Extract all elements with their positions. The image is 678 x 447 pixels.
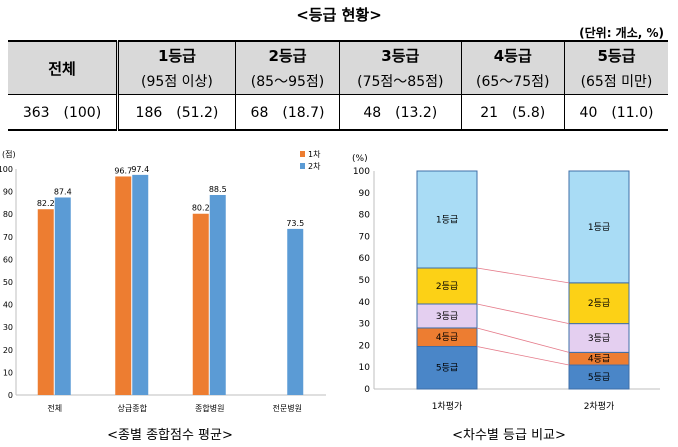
data-label: 73.5 <box>286 219 304 228</box>
segment-3등급 <box>568 323 630 353</box>
segment-label: 1등급 <box>588 222 610 233</box>
grade-range-2: (85～95점) <box>234 68 340 95</box>
page-title: <등급 현황> <box>296 6 382 24</box>
grade-name-1: 1등급 <box>116 40 236 68</box>
unit-note: (단위: 개소, %) <box>579 26 664 40</box>
y-tick-label: 10 <box>3 368 13 377</box>
segment-label: 2등급 <box>436 281 458 292</box>
data-label: 96.7 <box>114 166 132 175</box>
bar-1차 <box>192 213 209 395</box>
grade-value-1: 186 (51.2) <box>116 94 236 131</box>
grade-value-4: 21 (5.8) <box>460 94 565 131</box>
average-score-chart: (점) 0 10 20 30 40 50 60 70 80 90 100 82.2 87.4 전체 96.7 9… <box>0 149 326 413</box>
chart2-caption: <차수별 등급 비교> <box>452 428 566 443</box>
y-axis-label: (점) <box>2 149 16 159</box>
y-tick-label: 100 <box>353 167 370 177</box>
y-tick-label: 100 <box>0 165 13 174</box>
y-tick-label: 30 <box>359 320 371 330</box>
y-tick-label: 20 <box>3 346 13 355</box>
grade-value-5: 40 (11.0) <box>563 94 668 131</box>
segment-5등급 <box>416 345 478 390</box>
segment-label: 3등급 <box>436 311 458 322</box>
connector-line <box>476 303 570 324</box>
x-tick-label: 전체 <box>47 403 62 413</box>
y-tick-label: 80 <box>3 210 13 219</box>
grade-name-4: 4등급 <box>460 40 565 68</box>
y-tick-label: 10 <box>359 363 371 373</box>
segment-label: 3등급 <box>588 333 610 344</box>
x-tick-label: 1차평가 <box>432 400 463 412</box>
y-tick-label: 40 <box>359 298 371 308</box>
y-tick-label: 20 <box>359 341 371 351</box>
grade-name-3: 3등급 <box>339 40 461 68</box>
segment-label: 5등급 <box>588 372 610 383</box>
segment-label: 1등급 <box>436 215 458 226</box>
x-tick-label: 2차평가 <box>584 400 615 412</box>
grade-comparison-chart: (%) 0 10 20 30 40 50 60 70 80 90 100 5등급 4등급 3등급 2등급 1등급… <box>352 154 660 412</box>
y-tick-label: 60 <box>359 254 371 264</box>
y-tick-label: 50 <box>359 276 371 286</box>
data-label: 80.2 <box>192 204 210 213</box>
total-value: 363 (100) <box>8 94 118 131</box>
grade-range-1: (95점 이상) <box>116 68 236 95</box>
y-tick-label: 0 <box>8 391 13 400</box>
segment-1등급 <box>416 170 478 269</box>
data-label: 87.4 <box>54 187 72 196</box>
legend-label: 1차 <box>308 150 321 159</box>
chart1-caption: <종별 종합점수 평균> <box>107 428 233 443</box>
bar-2차 <box>287 228 304 395</box>
y-tick-label: 90 <box>3 188 13 197</box>
x-tick-label: 전문병원 <box>273 403 302 413</box>
segment-label: 2등급 <box>588 298 610 309</box>
connector-line <box>476 267 570 284</box>
y-axis-label: (%) <box>352 154 368 164</box>
bar-2차 <box>54 197 71 395</box>
bar-2차 <box>209 194 226 395</box>
legend-swatch-1차 <box>300 151 305 157</box>
grade-name-5: 5등급 <box>563 40 668 68</box>
bar-1차 <box>115 176 132 395</box>
grade-range-5: (65점 미만) <box>563 68 668 95</box>
x-tick-label: 상급종합 <box>118 403 148 413</box>
grade-range-4: (65～75점) <box>460 68 565 95</box>
data-label: 88.5 <box>209 185 227 194</box>
grade-value-2: 68 (18.7) <box>234 94 340 131</box>
y-tick-label: 90 <box>359 189 371 199</box>
grade-table: 전체 1등급 2등급 3등급 4등급 5등급 (95점 이상) (85～95점)… <box>8 40 668 131</box>
bar-1차 <box>37 209 54 395</box>
connector-line <box>476 346 570 366</box>
grade-name-2: 2등급 <box>234 40 340 68</box>
segment-label: 4등급 <box>588 354 610 365</box>
legend-label: 2차 <box>308 162 321 171</box>
y-tick-label: 0 <box>364 385 370 395</box>
segment-label: 4등급 <box>436 332 458 343</box>
y-tick-label: 60 <box>3 255 13 264</box>
x-tick-label: 종합병원 <box>195 404 224 413</box>
y-tick-label: 50 <box>3 278 13 287</box>
y-tick-label: 30 <box>3 323 13 332</box>
grade-range-3: (75점～85점) <box>339 68 461 95</box>
grade-value-3: 48 (13.2) <box>339 94 461 131</box>
data-label: 97.4 <box>131 165 149 174</box>
y-tick-label: 40 <box>3 301 13 310</box>
y-tick-label: 80 <box>359 211 371 221</box>
segment-1등급 <box>568 170 630 284</box>
legend-swatch-2차 <box>300 163 305 169</box>
y-tick-label: 70 <box>359 232 371 242</box>
total-header: 전체 <box>8 40 118 95</box>
y-tick-label: 70 <box>3 233 13 242</box>
bar-2차 <box>132 174 149 395</box>
connector-line <box>476 327 570 353</box>
segment-label: 5등급 <box>436 363 458 374</box>
data-label: 82.2 <box>37 199 55 208</box>
segment-2등급 <box>568 282 630 325</box>
